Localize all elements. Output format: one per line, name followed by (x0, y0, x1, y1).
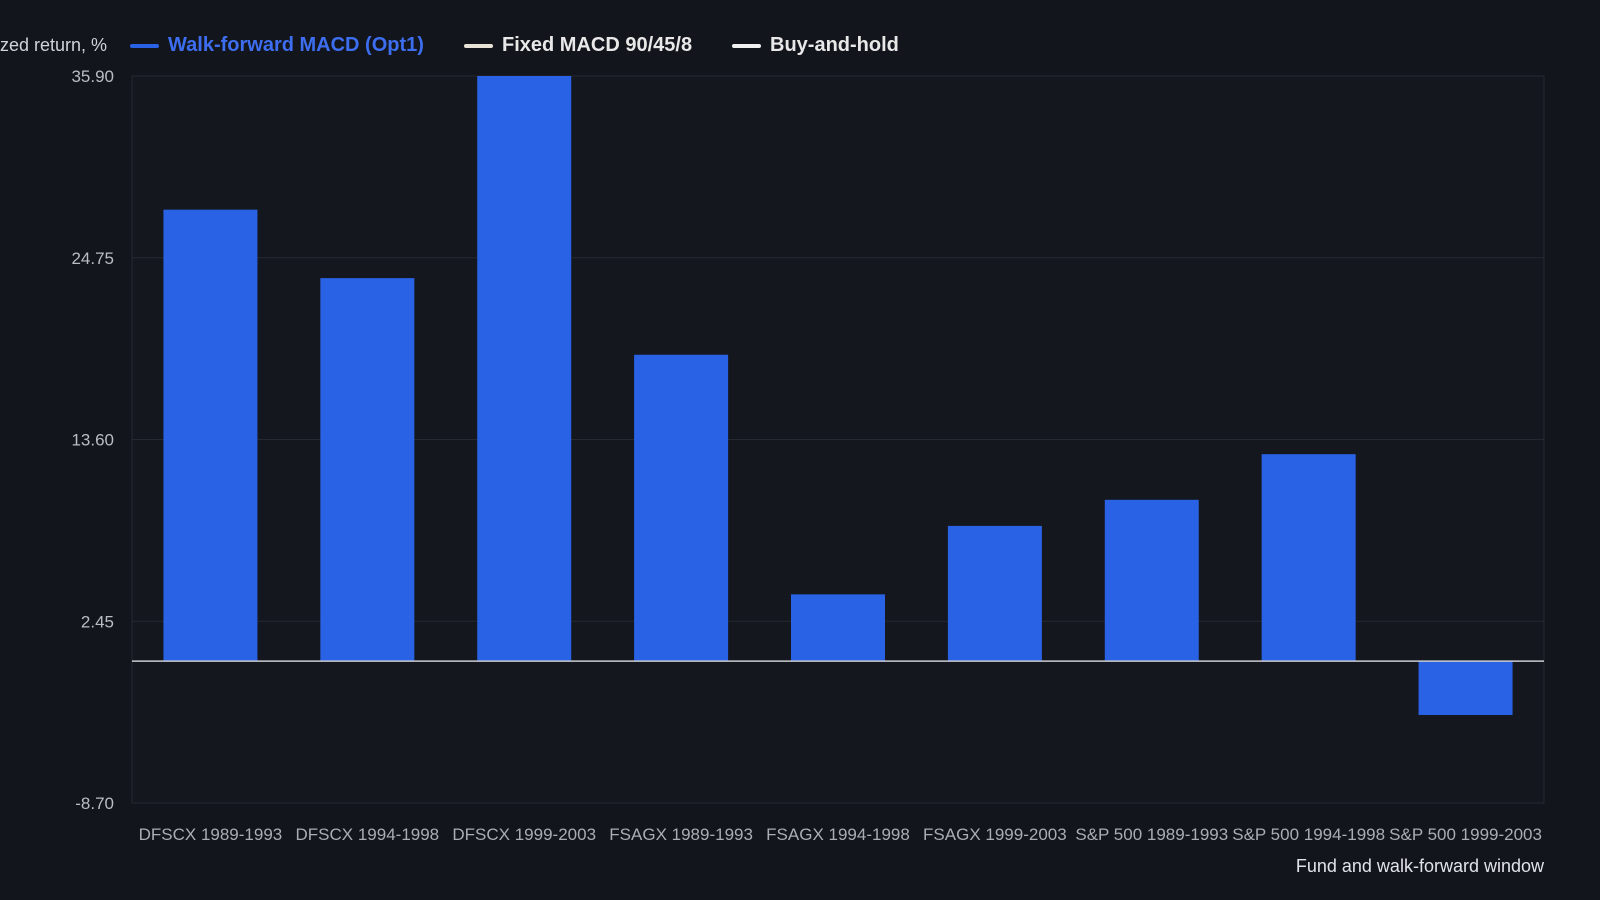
y-tick-label: 35.90 (71, 67, 114, 86)
bar (791, 594, 885, 662)
bar (634, 354, 729, 662)
legend-swatch (464, 43, 493, 48)
y-tick-label: 2.45 (81, 612, 114, 631)
bar (1261, 454, 1356, 662)
bar (163, 209, 258, 662)
legend-label: Buy-and-hold (770, 34, 899, 56)
x-tick-label: DFSCX 1999-2003 (452, 825, 596, 844)
y-tick-label: -8.70 (75, 794, 114, 813)
y-tick-label: 24.75 (71, 249, 114, 268)
bar (320, 278, 415, 662)
x-tick-label: S&P 500 1999-2003 (1389, 825, 1542, 844)
bar (477, 76, 572, 662)
x-tick-label: DFSCX 1994-1998 (296, 825, 440, 844)
legend-item[interactable]: Fixed MACD 90/45/8 (464, 34, 692, 57)
legend-item[interactable]: Walk-forward MACD (Opt1) (130, 34, 424, 57)
x-tick-label: S&P 500 1994-1998 (1232, 825, 1385, 844)
legend-swatch (732, 43, 761, 48)
x-tick-label: FSAGX 1994-1998 (766, 825, 910, 844)
y-tick-label: 13.60 (71, 431, 114, 450)
x-axis-label: Fund and walk-forward window (1295, 856, 1544, 876)
bar (1418, 661, 1513, 715)
bar (947, 525, 1042, 662)
legend-swatch (130, 43, 159, 48)
legend-item[interactable]: Buy-and-hold (732, 34, 899, 57)
x-tick-label: DFSCX 1989-1993 (139, 825, 283, 844)
y-axis-label: zed return, % (0, 35, 108, 55)
bar (1104, 499, 1199, 662)
legend-label: Walk-forward MACD (Opt1) (168, 34, 424, 56)
legend-label: Fixed MACD 90/45/8 (502, 34, 693, 56)
x-tick-label: FSAGX 1989-1993 (609, 825, 753, 844)
x-tick-label: FSAGX 1999-2003 (923, 825, 1067, 844)
x-tick-label: S&P 500 1989-1993 (1075, 825, 1228, 844)
